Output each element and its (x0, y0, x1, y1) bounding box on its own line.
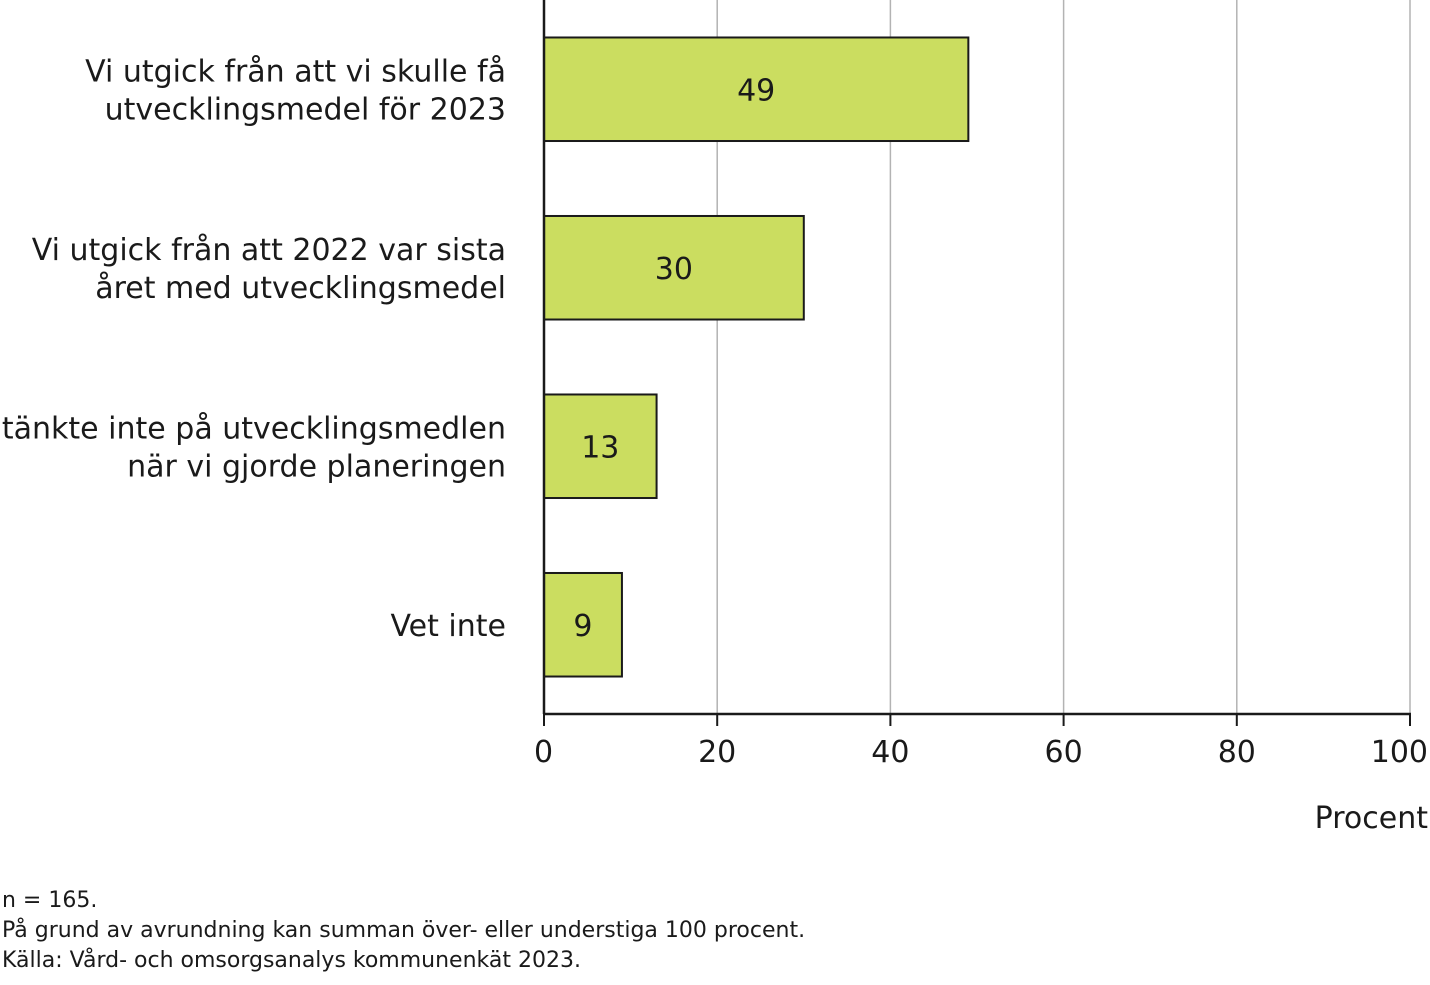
category-label: året med utvecklingsmedel (95, 271, 506, 306)
x-tick-label: 40 (871, 735, 909, 770)
bar-value-label: 9 (573, 609, 592, 644)
category-label: Vi utgick från att 2022 var sista (32, 233, 506, 268)
bar-value-label: 30 (655, 252, 693, 287)
category-label: Vi utgick från att vi skulle få (85, 54, 506, 89)
category-label: Vi tänkte inte på utvecklingsmedlen (0, 411, 506, 446)
category-label: när vi gjorde planeringen (127, 449, 506, 484)
x-tick-label: 0 (534, 735, 553, 770)
bar-chart: 49 30 13 9 0 20 40 60 80 100 Vi utgick från att … (0, 0, 1429, 836)
note-rounding: På grund av avrundning kan summan över- … (2, 918, 806, 943)
x-axis: 0 20 40 60 80 100 (534, 0, 1428, 770)
category-labels: Vi utgick från att vi skulle fåutvecklin… (0, 54, 506, 644)
note-source: Källa: Vård- och omsorgsanalys kommunenk… (2, 948, 581, 973)
category-label: utvecklingsmedel för 2023 (105, 92, 506, 127)
category-label: Vet inte (390, 609, 506, 644)
bar-value-label: 49 (737, 73, 775, 108)
bar (543, 36, 970, 143)
x-tick-label: 20 (698, 735, 736, 770)
note-sample-size: n = 165. (2, 888, 98, 913)
x-tick-label: 100 (1371, 735, 1428, 770)
bars: 49 30 13 9 (543, 36, 970, 678)
x-tick-label: 80 (1218, 735, 1256, 770)
footnotes: n = 165. På grund av avrundning kan summ… (2, 886, 805, 976)
x-axis-title: Procent (1315, 801, 1429, 836)
bar (543, 571, 623, 678)
bar (543, 393, 658, 500)
bar-value-label: 13 (581, 430, 619, 465)
x-tick-label: 60 (1045, 735, 1083, 770)
